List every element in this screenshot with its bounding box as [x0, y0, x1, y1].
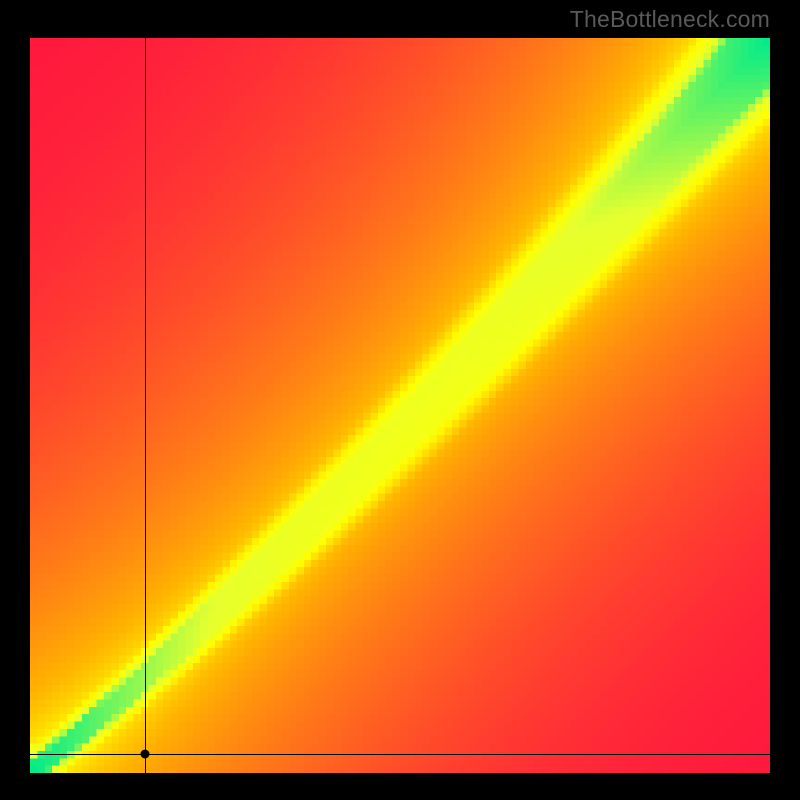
chart-container: TheBottleneck.com	[0, 0, 800, 800]
crosshair-vertical	[145, 38, 146, 773]
plot-area	[30, 38, 770, 773]
marker-dot	[140, 749, 149, 758]
watermark-text: TheBottleneck.com	[570, 6, 770, 33]
heatmap-canvas	[30, 38, 770, 773]
